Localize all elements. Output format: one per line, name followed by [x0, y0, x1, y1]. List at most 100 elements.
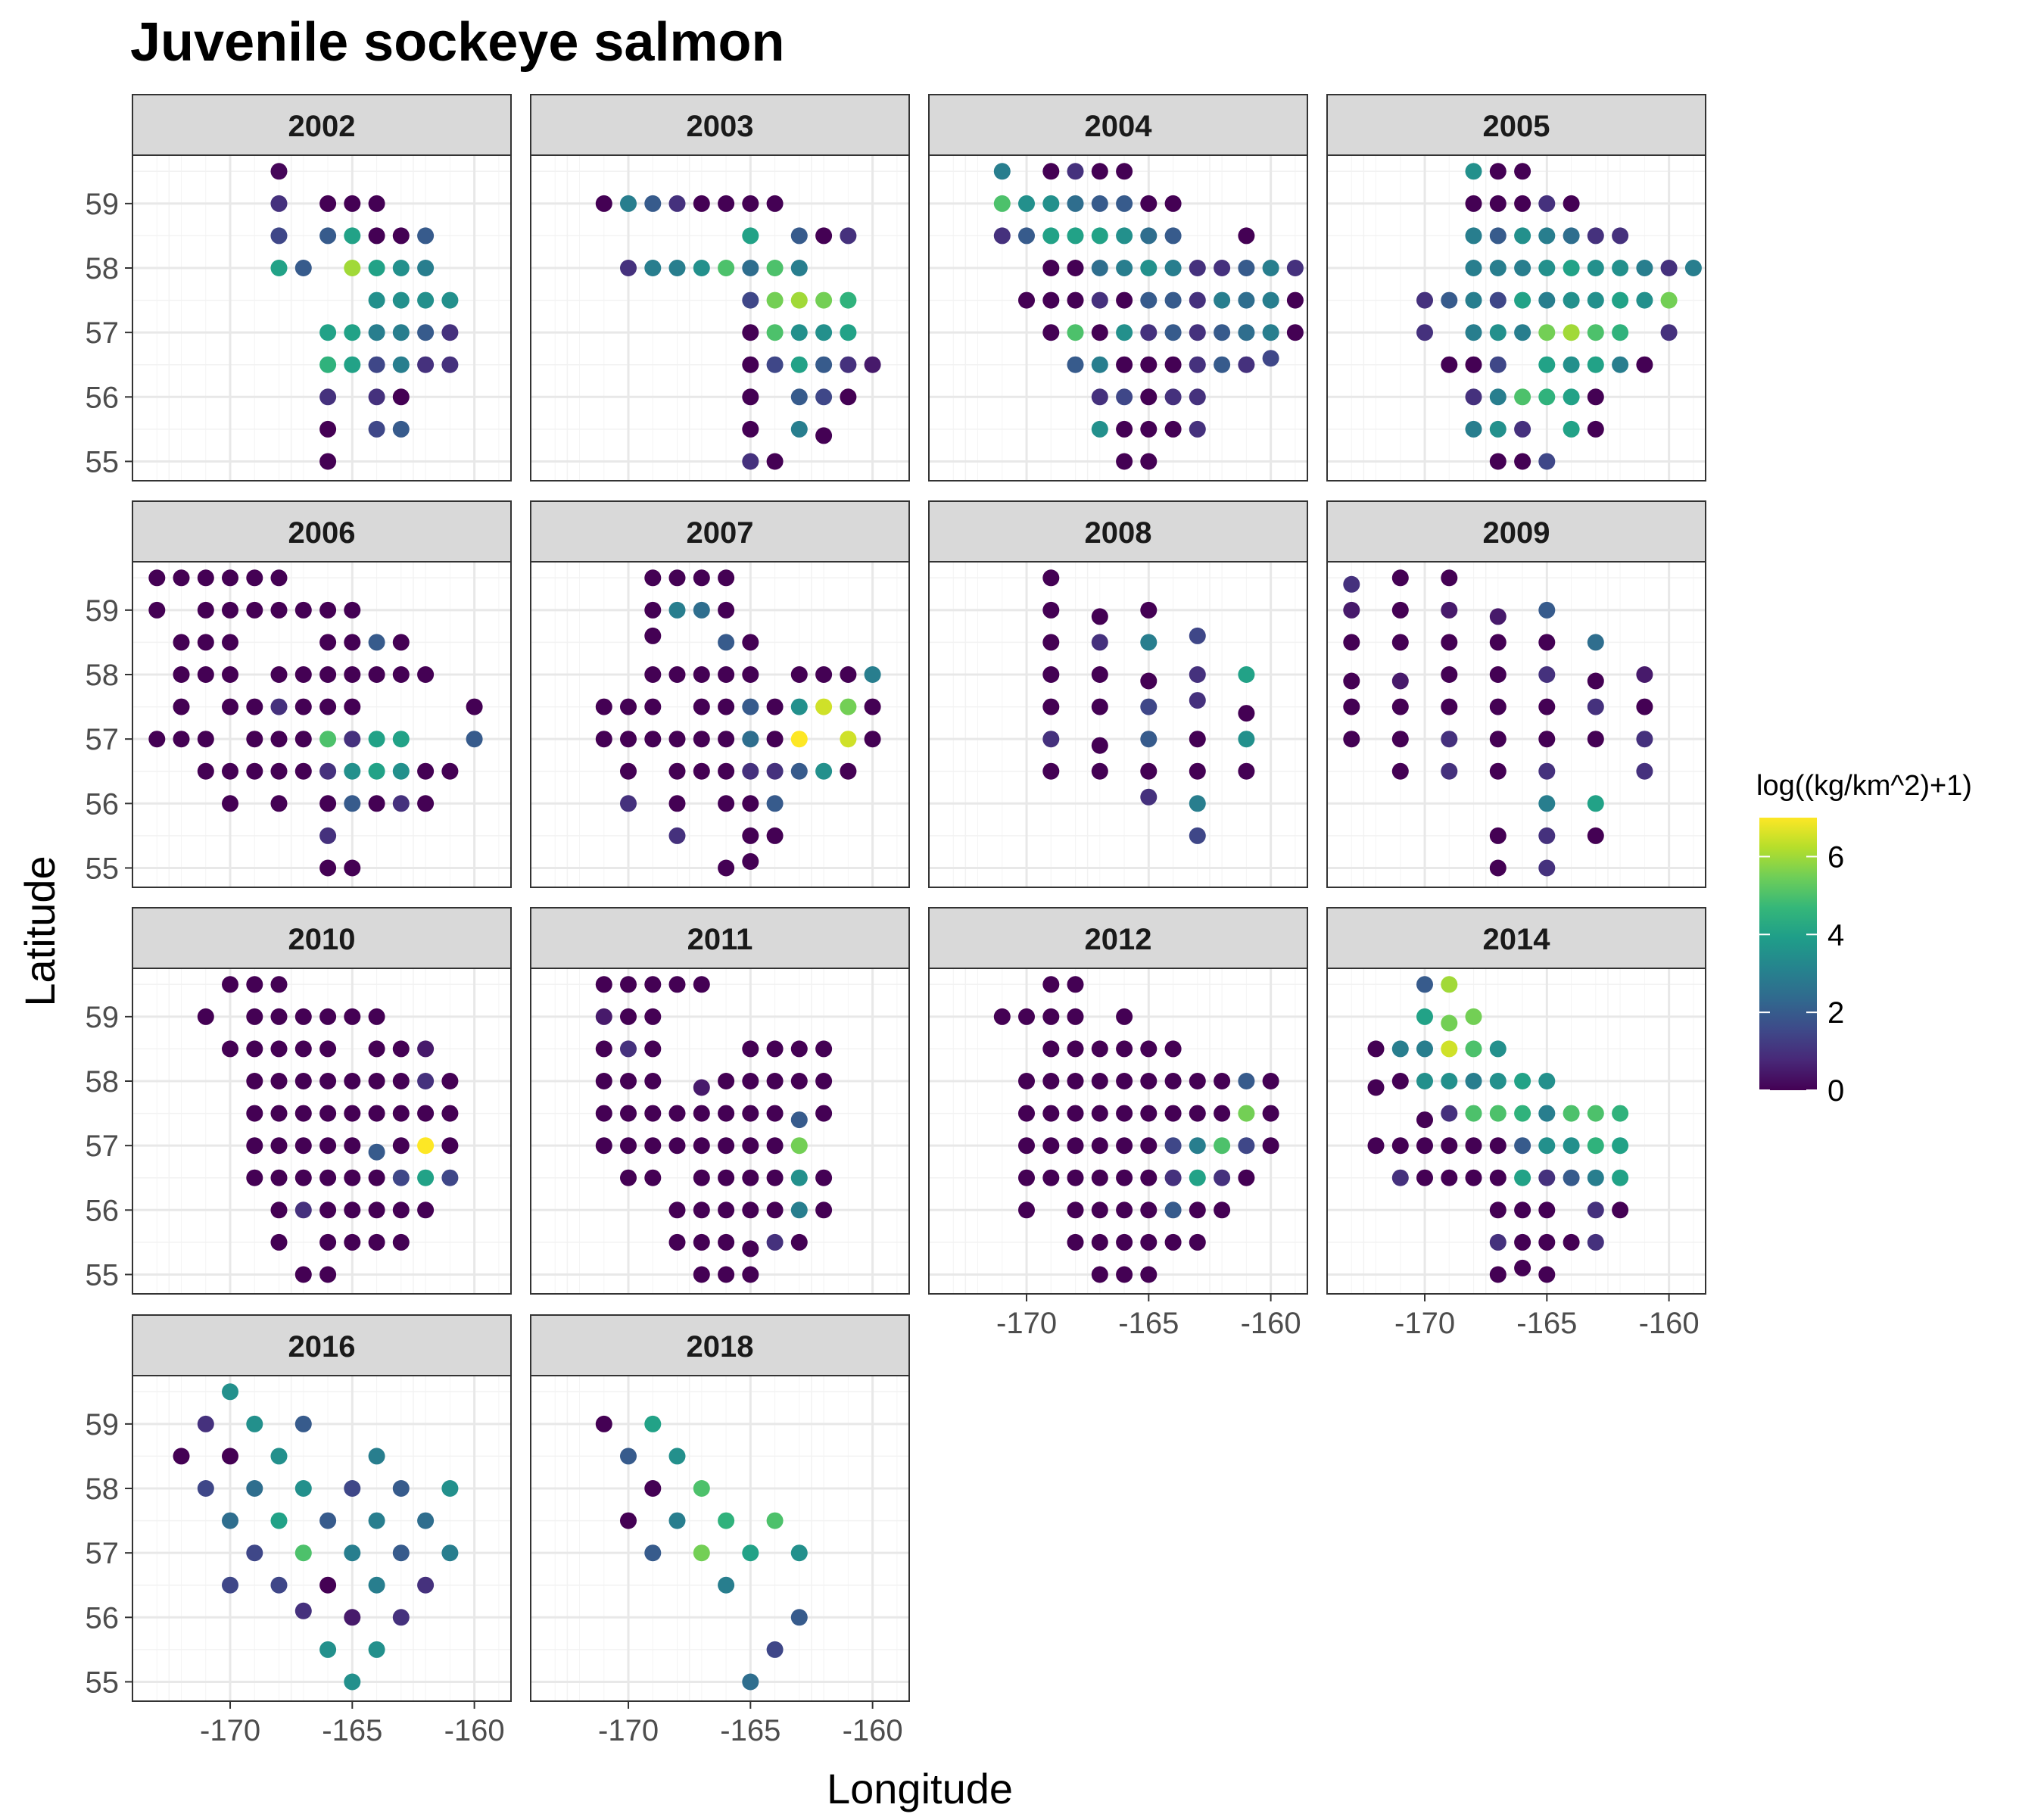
data-point: [1018, 291, 1035, 309]
data-point: [1514, 1169, 1531, 1186]
panel-border: [928, 968, 1308, 1295]
data-point: [644, 698, 662, 715]
facet-strip: [530, 907, 910, 969]
data-point: [270, 1512, 288, 1529]
data-point: [1563, 260, 1580, 276]
data-point: [595, 1008, 612, 1025]
data-point: [1238, 731, 1255, 748]
data-point: [1286, 324, 1304, 341]
data-point: [1116, 1073, 1133, 1089]
data-point: [1214, 260, 1231, 276]
data-point: [718, 1073, 735, 1089]
data-point: [1189, 627, 1206, 644]
data-point: [644, 1544, 662, 1562]
data-point: [790, 1073, 808, 1089]
data-point: [766, 1105, 784, 1122]
data-point: [1042, 731, 1060, 748]
data-point: [1563, 1169, 1580, 1186]
data-point: [644, 731, 662, 748]
facet-strip-label: 2004: [1085, 110, 1153, 143]
data-point: [1489, 324, 1507, 341]
data-point: [595, 1415, 612, 1432]
data-point: [270, 731, 288, 748]
data-point: [270, 1137, 288, 1155]
x-tick-label: -165: [1516, 1307, 1577, 1340]
data-point: [1238, 227, 1255, 245]
data-point: [222, 1040, 238, 1058]
data-point: [344, 1609, 361, 1626]
data-point: [1489, 762, 1507, 780]
data-point: [742, 762, 759, 780]
data-point: [319, 420, 337, 438]
data-point: [1140, 1105, 1158, 1122]
data-point: [766, 260, 784, 276]
data-point: [1563, 324, 1580, 341]
data-point: [197, 601, 214, 619]
data-point: [417, 291, 435, 309]
data-point: [197, 569, 214, 587]
data-point: [790, 1169, 808, 1186]
data-point: [1140, 260, 1158, 276]
data-point: [766, 195, 784, 212]
data-point: [392, 356, 410, 373]
data-point: [441, 762, 459, 780]
data-point: [840, 291, 857, 309]
data-point: [1091, 1073, 1108, 1089]
data-point: [1660, 324, 1678, 341]
panel-border: [1326, 968, 1706, 1295]
data-point: [270, 1169, 288, 1186]
data-point: [319, 827, 337, 844]
data-point: [1391, 1137, 1409, 1155]
data-point: [1091, 1105, 1108, 1122]
data-point: [620, 195, 637, 212]
data-point: [1391, 1169, 1409, 1186]
data-point: [1416, 1040, 1433, 1058]
facet-strip: [928, 907, 1308, 969]
data-point: [693, 698, 710, 715]
data-point: [392, 762, 410, 780]
data-point: [222, 1576, 238, 1594]
data-point: [1538, 1266, 1556, 1283]
data-point: [620, 1448, 637, 1465]
data-point: [1140, 195, 1158, 212]
data-point: [1538, 324, 1556, 341]
data-point: [1489, 1105, 1507, 1122]
data-point: [1091, 1137, 1108, 1155]
data-point: [270, 195, 288, 212]
data-point: [1189, 1137, 1206, 1155]
data-point: [319, 1169, 337, 1186]
data-point: [344, 1544, 361, 1562]
data-point: [1587, 1201, 1604, 1219]
data-point: [344, 1008, 361, 1025]
y-tick-label: 56: [86, 787, 120, 821]
data-point: [595, 731, 612, 748]
data-point: [595, 195, 612, 212]
data-point: [742, 1673, 759, 1691]
data-point: [368, 634, 385, 651]
data-point: [1140, 291, 1158, 309]
data-point: [1343, 634, 1360, 651]
y-tick-label: 56: [86, 381, 120, 414]
data-point: [441, 324, 459, 341]
x-tick-label: -160: [444, 1714, 505, 1747]
data-point: [368, 731, 385, 748]
data-point: [620, 1040, 637, 1058]
data-point: [148, 731, 166, 748]
data-point: [1042, 1137, 1060, 1155]
data-point: [1189, 1169, 1206, 1186]
data-point: [1091, 388, 1108, 406]
panel-border: [530, 968, 910, 1295]
data-point: [1238, 1137, 1255, 1155]
data-point: [718, 698, 735, 715]
data-point: [693, 1480, 710, 1497]
data-point: [294, 1040, 312, 1058]
data-point: [392, 1544, 410, 1562]
data-point: [766, 698, 784, 715]
data-point: [1612, 356, 1629, 373]
data-point: [1189, 731, 1206, 748]
data-point: [1067, 1169, 1084, 1186]
data-point: [1140, 634, 1158, 651]
data-point: [840, 666, 857, 683]
data-point: [790, 291, 808, 309]
data-point: [1067, 291, 1084, 309]
